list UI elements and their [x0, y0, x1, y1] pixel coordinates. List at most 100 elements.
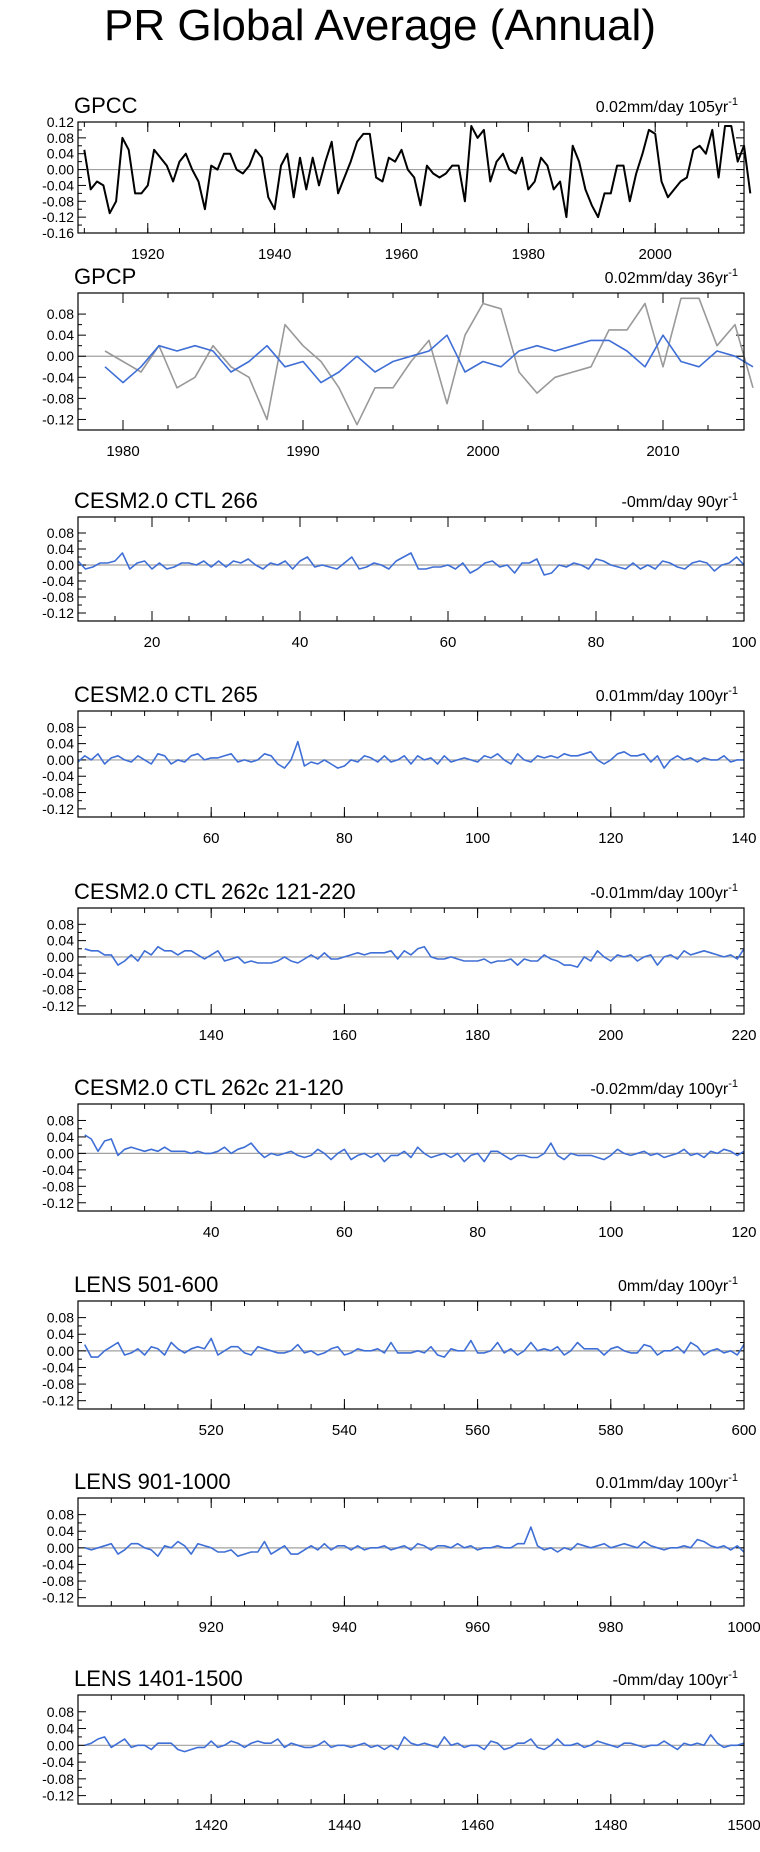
x-tick-label: 600: [731, 1422, 756, 1439]
y-tick-label: 0.08: [47, 130, 74, 146]
y-tick-label: -0.08: [42, 390, 74, 406]
series-line-gray: [104, 297, 754, 426]
y-tick-label: 0.04: [47, 541, 74, 557]
x-tick-label: 120: [598, 830, 623, 847]
panel-title: CESM2.0 CTL 262c 21-120: [74, 1075, 343, 1100]
series-line-blue: [77, 740, 744, 769]
x-tick-label: 580: [598, 1422, 623, 1439]
x-tick-label: 540: [332, 1422, 357, 1439]
x-tick-label: 1420: [195, 1817, 228, 1834]
x-tick-label: 60: [440, 634, 457, 651]
x-tick-label: 20: [144, 634, 161, 651]
page-title: PR Global Average (Annual): [104, 1, 656, 50]
x-tick-label: 520: [199, 1422, 224, 1439]
y-tick-label: -0.12: [42, 1195, 74, 1211]
x-tick-label: 980: [598, 1619, 623, 1636]
chart-panel-8: LENS 901-1000 0.01mm/day 100yr-10.080.040…: [42, 1469, 760, 1636]
trend-text: 0.01mm/day 100yr: [596, 1475, 729, 1492]
trend-text: -0.01mm/day 100yr: [590, 885, 729, 902]
y-tick-label: -0.08: [42, 1178, 74, 1194]
panel-title: GPCP: [74, 264, 136, 289]
series-line-blue: [77, 552, 745, 576]
y-tick-label: 0.00: [47, 752, 74, 768]
x-tick-label: 140: [731, 830, 756, 847]
x-tick-label: 1990: [286, 443, 319, 460]
y-tick-label: -0.12: [42, 605, 74, 621]
panel-title: CESM2.0 CTL 266: [74, 488, 258, 513]
y-tick-label: 0.08: [47, 306, 74, 322]
y-tick-label: -0.04: [42, 1359, 74, 1375]
plot-frame: [77, 907, 745, 1015]
panel-title: LENS 1401-1500: [74, 1666, 243, 1691]
trend-text: 0.02mm/day 105yr: [596, 99, 729, 116]
y-tick-label: 0.08: [47, 1704, 74, 1720]
plot-frame: [77, 1497, 745, 1607]
x-tick-label: 100: [731, 634, 756, 651]
plot-frame: [77, 292, 745, 431]
y-tick-label: -0.12: [42, 1590, 74, 1606]
x-tick-label: 2000: [639, 246, 672, 263]
series-line-blue: [84, 1526, 745, 1557]
y-tick-label: -0.12: [42, 1393, 74, 1409]
trend-label: 0mm/day 100yr-1: [618, 1275, 738, 1295]
trend-label: -0.02mm/day 100yr-1: [590, 1078, 738, 1098]
y-tick-label: 0.08: [47, 916, 74, 932]
y-tick-label: 0.08: [47, 1112, 74, 1128]
series-line-black: [83, 125, 752, 219]
chart-panel-7: LENS 501-600 0mm/day 100yr-10.080.040.00-…: [42, 1272, 756, 1439]
x-tick-label: 80: [336, 830, 353, 847]
x-tick-label: 100: [465, 830, 490, 847]
trend-text: 0.01mm/day 100yr: [596, 688, 729, 705]
y-tick-label: -0.04: [42, 369, 74, 385]
y-tick-label: 0.08: [47, 1310, 74, 1326]
y-tick-label: 0.12: [47, 114, 74, 130]
x-tick-label: 960: [465, 1619, 490, 1636]
plot-frame: [77, 516, 745, 622]
y-tick-label: -0.04: [42, 573, 74, 589]
x-tick-label: 1440: [328, 1817, 361, 1834]
x-tick-label: 560: [465, 1422, 490, 1439]
y-tick-label: -0.04: [42, 1162, 74, 1178]
x-tick-label: 1960: [385, 246, 418, 263]
y-tick-label: -0.16: [42, 225, 74, 241]
chart-panel-2: GPCP 0.02mm/day 36yr-1 0.08 0.04 0.00 -0.04 -0…: [42, 264, 754, 460]
chart-panel-4: CESM2.0 CTL 265 0.01mm/day 100yr-10.080.0…: [42, 682, 756, 847]
panel-title: GPCC: [74, 93, 138, 118]
y-tick-label: -0.04: [42, 965, 74, 981]
trend-text: 0.02mm/day 36yr: [605, 270, 729, 287]
x-tick-label: 940: [332, 1619, 357, 1636]
x-tick-label: 60: [203, 830, 220, 847]
x-tick-label: 160: [332, 1027, 357, 1044]
trend-text: -0.02mm/day 100yr: [590, 1081, 729, 1098]
trend-superscript: -1: [728, 96, 738, 108]
y-tick-label: -0.04: [42, 768, 74, 784]
x-tick-label: 220: [731, 1027, 756, 1044]
y-tick-label: 0.00: [47, 162, 74, 178]
plot-frame: [77, 1300, 745, 1410]
y-tick-label: -0.04: [42, 177, 74, 193]
trend-label: 0.02mm/day 105yr-1: [596, 96, 738, 116]
plot-frame: [77, 121, 745, 234]
x-tick-label: 1920: [131, 246, 164, 263]
x-tick-label: 180: [465, 1027, 490, 1044]
y-tick-label: -0.04: [42, 1556, 74, 1572]
y-tick-label: 0.04: [47, 327, 74, 343]
y-tick-label: 0.04: [47, 1523, 74, 1539]
y-tick-label: -0.12: [42, 411, 74, 427]
trend-label: 0.01mm/day 100yr-1: [596, 1472, 738, 1492]
x-tick-label: 120: [731, 1224, 756, 1241]
chart-panel-6: CESM2.0 CTL 262c 21-120 -0.02mm/day 100yr…: [42, 1075, 756, 1241]
trend-label: 0.01mm/day 100yr-1: [596, 685, 738, 705]
y-tick-label: -0.04: [42, 1754, 74, 1770]
x-tick-label: 140: [199, 1027, 224, 1044]
y-tick-label: -0.08: [42, 982, 74, 998]
series-line-blue: [84, 945, 745, 968]
x-tick-label: 40: [292, 634, 309, 651]
y-tick-label: -0.08: [42, 193, 74, 209]
y-tick-label: 0.00: [47, 949, 74, 965]
y-tick-label: 0.00: [47, 1540, 74, 1556]
y-tick-label: 0.00: [47, 1145, 74, 1161]
x-tick-label: 2010: [646, 443, 679, 460]
x-tick-label: 1000: [727, 1619, 760, 1636]
trend-text: 0mm/day 100yr: [618, 1278, 729, 1295]
